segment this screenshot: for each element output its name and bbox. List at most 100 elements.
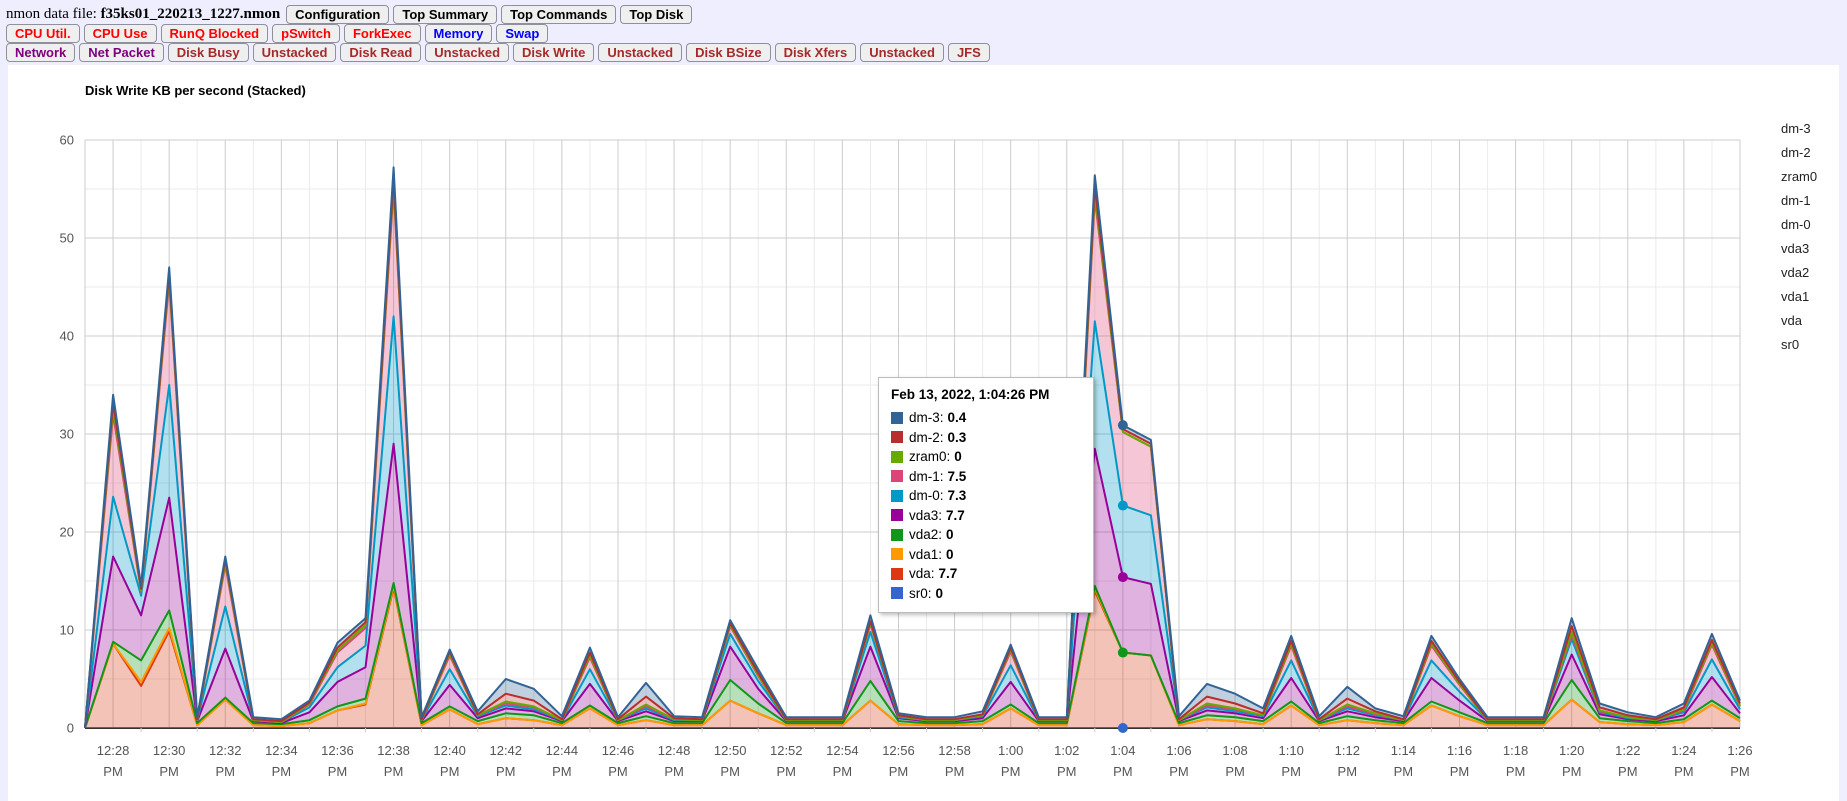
x-axis-label-time: 12:28 [97,743,130,758]
x-axis-label-ampm: PM [945,764,965,779]
nav-button-net-packet[interactable]: Net Packet [79,43,164,62]
top-button-group: Configuration Top Summary Top Commands Top … [286,5,693,24]
x-axis-label-ampm: PM [608,764,628,779]
legend-item-vda3[interactable]: vda3 [1745,236,1817,260]
nav-button-disk-xfers[interactable]: Disk Xfers [774,43,857,62]
nav-button-unstacked[interactable]: Unstacked [252,43,337,62]
tooltip-series-value: 0 [946,527,954,543]
tooltip-series-name: dm-3: [909,410,944,426]
nav-button-disk-read[interactable]: Disk Read [340,43,422,62]
x-axis-label-time: 12:54 [826,743,859,758]
nmon-file-text: nmon data file: f35ks01_220213_1227.nmon [6,6,280,23]
chart-panel: Disk Write KB per second (Stacked) 0 10 20… [8,65,1839,801]
tooltip-series-name: dm-1: [909,468,944,484]
legend-item-zram0[interactable]: zram0 [1745,164,1817,188]
selected-point-vda3 [1117,572,1128,583]
nav-button-unstacked[interactable]: Unstacked [860,43,944,62]
tooltip-swatch-dm-0 [891,489,903,502]
tooltip-swatch-vda2 [891,528,903,541]
legend-item-vda1[interactable]: vda1 [1745,284,1817,308]
nav-button-configuration[interactable]: Configuration [286,5,390,24]
x-axis-label-ampm: PM [1394,764,1414,779]
nav-button-swap[interactable]: Swap [496,24,549,43]
tooltip-series-name: vda3: [909,507,943,523]
nav-button-top-summary[interactable]: Top Summary [393,5,498,24]
nav-button-memory[interactable]: Memory [424,24,493,43]
x-axis-label-ampm: PM [1562,764,1582,779]
tooltip-row-zram0: zram0: 0 [891,447,1081,467]
legend-swatch-sr0 [1745,338,1774,350]
tooltip-series-name: dm-0: [909,488,944,504]
x-axis-label-ampm: PM [1225,764,1245,779]
chart-tooltip: Feb 13, 2022, 1:04:26 PM dm-3: 0.4 dm-2: 0.… [878,377,1094,613]
legend-item-dm-1[interactable]: dm-1 [1745,188,1817,212]
nav-button-top-disk[interactable]: Top Disk [620,5,693,24]
legend-item-dm-0[interactable]: dm-0 [1745,212,1817,236]
nav-button-cpu-use[interactable]: CPU Use [83,24,157,43]
area-vda [85,587,1740,728]
tooltip-series-value: 0 [935,585,944,601]
tooltip-swatch-sr0 [891,587,903,600]
legend-swatch-vda2 [1745,266,1774,278]
x-axis-label-ampm: PM [720,764,740,779]
network-disk-button-row: Network Net Packet Disk Busy Unstacked Disk … [6,43,990,62]
tooltip-swatch-dm-1 [891,470,903,483]
x-axis-label-ampm: PM [552,764,572,779]
tooltip-series-value: 7.5 [947,468,967,484]
x-axis-label-time: 1:12 [1335,743,1360,758]
y-axis-label: 50 [60,231,74,246]
x-axis-label-time: 12:30 [153,743,186,758]
tooltip-series-value: 0 [946,546,954,562]
nav-button-disk-bsize[interactable]: Disk BSize [686,43,771,62]
tooltip-row-vda1: vda1: 0 [891,545,1081,565]
nav-button-forkexec[interactable]: ForkExec [343,24,421,43]
nav-button-disk-write[interactable]: Disk Write [513,43,595,62]
x-axis-label-time: 1:24 [1671,743,1696,758]
x-axis-label-ampm: PM [833,764,853,779]
legend-item-vda2[interactable]: vda2 [1745,260,1817,284]
line-dm-2 [84,176,1741,729]
x-axis-label-time: 12:42 [489,743,522,758]
nav-button-pswitch[interactable]: pSwitch [272,24,340,43]
x-axis-label-ampm: PM [384,764,404,779]
legend-item-sr0[interactable]: sr0 [1745,332,1817,356]
selected-point-sr0 [1117,723,1128,733]
x-axis-label-time: 1:02 [1054,743,1079,758]
nav-button-top-commands[interactable]: Top Commands [501,5,617,24]
x-axis-label-time: 1:14 [1391,743,1416,758]
nav-button-unstacked[interactable]: Unstacked [425,43,510,62]
y-axis-label: 60 [60,133,74,148]
legend-label: vda2 [1781,264,1810,280]
x-axis-label-time: 12:34 [265,743,298,758]
tooltip-series-value: 7.3 [947,488,967,504]
x-axis-label-time: 12:50 [714,743,747,758]
tooltip-row-sr0: sr0: 0 [891,584,1081,604]
nav-button-network[interactable]: Network [6,43,76,62]
nav-button-jfs[interactable]: JFS [947,43,990,62]
x-axis-label-ampm: PM [1057,764,1077,779]
x-axis-label-time: 12:58 [938,743,971,758]
file-toolbar: nmon data file: f35ks01_220213_1227.nmon… [6,5,693,24]
x-axis-label-time: 12:52 [770,743,803,758]
x-axis-label-ampm: PM [496,764,516,779]
legend-swatch-dm-2 [1745,146,1774,158]
nmon-file-name: f35ks01_220213_1227.nmon [100,6,281,22]
nav-button-cpu-util-[interactable]: CPU Util. [6,24,80,43]
nav-button-disk-busy[interactable]: Disk Busy [167,43,249,62]
x-axis-label-ampm: PM [1618,764,1638,779]
tooltip-series-name: sr0: [909,585,932,601]
nav-button-unstacked[interactable]: Unstacked [598,43,683,62]
legend-item-dm-3[interactable]: dm-3 [1745,116,1817,140]
x-axis-label-ampm: PM [1169,764,1189,779]
x-axis-label-time: 1:26 [1727,743,1752,758]
legend-item-vda[interactable]: vda [1745,308,1817,332]
legend-item-dm-2[interactable]: dm-2 [1745,140,1817,164]
tooltip-swatch-dm-3 [891,411,903,424]
legend-swatch-zram0 [1745,170,1774,182]
x-axis-label-ampm: PM [1338,764,1358,779]
x-axis-label-time: 12:32 [209,743,242,758]
y-axis-label: 30 [60,427,74,442]
nav-button-runq-blocked[interactable]: RunQ Blocked [160,24,269,43]
x-axis-label-ampm: PM [1506,764,1526,779]
selected-point-dm-3 [1117,420,1128,431]
